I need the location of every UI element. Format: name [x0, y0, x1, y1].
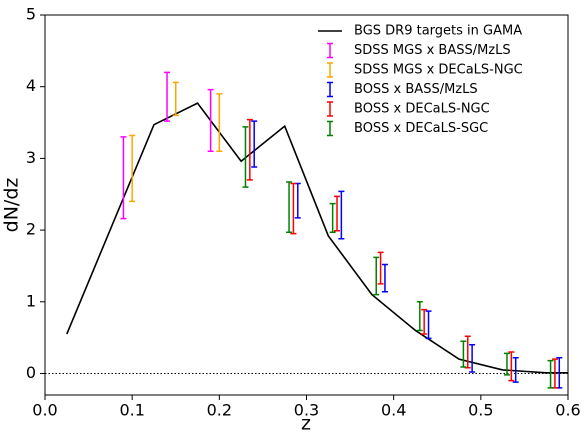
x-tick-label: 0.2	[207, 401, 232, 420]
error-bar	[242, 126, 249, 188]
error-bar	[416, 301, 423, 332]
error-bar	[469, 344, 476, 373]
legend-swatch	[327, 42, 333, 59]
error-bar	[381, 263, 388, 293]
x-tick-label: 0.6	[555, 401, 580, 420]
legend-label: BOSS x DECaLS-SGC	[354, 121, 488, 136]
error-bar	[129, 134, 136, 203]
error-bar	[503, 352, 510, 376]
y-tick-label: 5	[26, 5, 36, 24]
error-bar	[294, 182, 301, 219]
y-tick-label: 3	[26, 148, 36, 167]
legend-swatch	[327, 101, 333, 117]
data-line	[66, 102, 568, 374]
legend-swatch	[327, 81, 333, 98]
x-tick-label: 0.4	[381, 401, 406, 420]
error-bar	[207, 88, 214, 152]
legend-label: BOSS x BASS/MzLS	[354, 82, 478, 97]
error-bar	[547, 359, 554, 389]
error-bar	[120, 136, 127, 220]
error-bar	[290, 182, 297, 235]
error-bar	[246, 118, 253, 181]
error-bar	[216, 93, 223, 152]
error-bar	[164, 71, 171, 122]
error-bar	[425, 310, 432, 340]
x-tick-label: 0.3	[294, 401, 319, 420]
x-tick-label: 0.0	[32, 401, 57, 420]
legend-label: BGS DR9 targets in GAMA	[354, 24, 522, 39]
plot-frame	[44, 14, 569, 396]
error-bar	[334, 195, 341, 232]
y-axis-label: dN/dz	[1, 178, 23, 233]
legend-label: SDSS MGS x BASS/MzLS	[354, 43, 511, 58]
error-bar	[251, 120, 258, 168]
error-bar	[377, 251, 384, 285]
legend-swatch	[327, 120, 333, 137]
legend-swatch	[327, 62, 333, 78]
error-bar	[421, 308, 428, 335]
error-bar	[512, 356, 519, 383]
y-tick-label: 4	[26, 76, 36, 95]
error-bar	[460, 340, 467, 368]
error-bar	[172, 81, 179, 117]
error-bar	[508, 351, 515, 382]
x-tick-label: 0.5	[468, 401, 493, 420]
legend-label: BOSS x DECaLS-NGC	[354, 102, 490, 117]
legend-label: SDSS MGS x DECaLS-NGC	[354, 63, 523, 78]
error-bar	[338, 190, 345, 240]
error-bar	[329, 202, 336, 233]
y-tick-label: 1	[26, 291, 36, 310]
y-tick-label: 0	[26, 363, 36, 382]
y-tick-label: 2	[26, 220, 36, 239]
error-bar	[373, 256, 380, 296]
x-tick-label: 0.1	[119, 401, 144, 420]
error-bar	[286, 181, 293, 233]
x-axis-label: z	[301, 413, 311, 435]
